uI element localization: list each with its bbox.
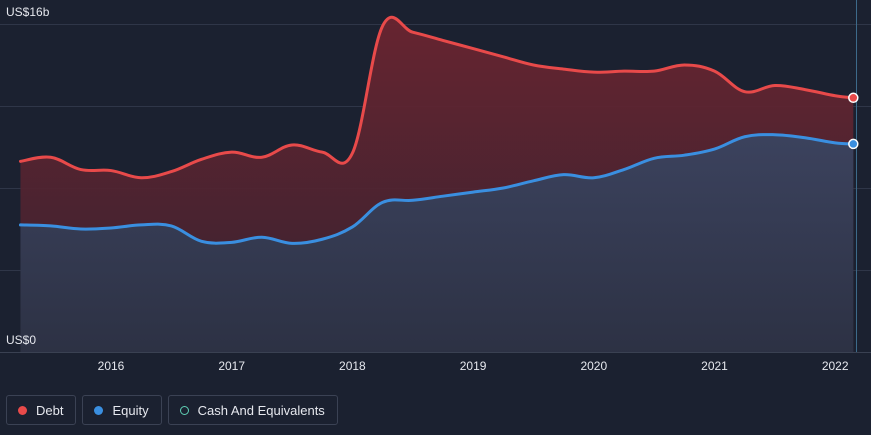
legend-label-equity: Equity	[112, 402, 149, 418]
equity-line	[18, 133, 855, 245]
cash-dot-icon	[179, 405, 189, 415]
equity-area	[20, 134, 854, 352]
x-tick-2019: 2019	[459, 359, 487, 373]
equity-dot-icon	[94, 405, 104, 415]
legend-label-debt: Debt	[36, 402, 64, 418]
legend-item-debt[interactable]: Debt	[6, 395, 77, 425]
x-tick-2022: 2022	[821, 359, 849, 373]
legend: Debt Equity Cash And Equivalents	[6, 395, 338, 425]
legend-label-cash: Cash And Equivalents	[197, 402, 325, 418]
debt-end-marker	[848, 92, 859, 104]
chart-area: US$16b US$0 2016 2017 2018 2019 2020 2021 2022	[0, 0, 871, 373]
x-tick-2018: 2018	[339, 359, 366, 373]
chart-svg	[0, 0, 871, 353]
debt-line	[18, 15, 855, 180]
legend-item-cash-and-equivalents[interactable]: Cash And Equivalents	[167, 395, 338, 425]
x-tick-2020: 2020	[580, 359, 608, 373]
legend-item-equity[interactable]: Equity	[82, 395, 162, 425]
y-axis-top-label: US$16b	[6, 5, 50, 19]
debt-dot-icon	[18, 405, 27, 415]
equity-end-marker	[848, 138, 859, 150]
x-tick-2021: 2021	[701, 359, 728, 373]
x-tick-2017: 2017	[218, 359, 246, 373]
x-tick-2016: 2016	[97, 359, 125, 373]
y-axis-bottom-label: US$0	[6, 333, 37, 347]
